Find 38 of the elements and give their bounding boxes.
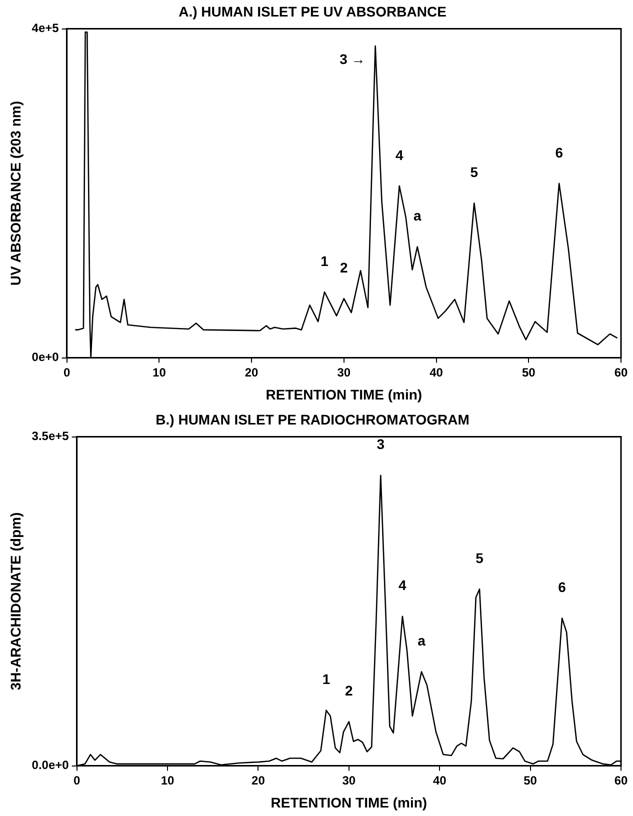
annotation: a bbox=[418, 632, 426, 649]
y-axis-title: UV ABSORBANCE (203 nm) bbox=[7, 100, 24, 286]
x-tick-label: 0 bbox=[73, 773, 80, 788]
x-tick-label: 40 bbox=[430, 365, 444, 380]
x-tick-label: 20 bbox=[252, 773, 266, 788]
y-tick-label: 0e+0 bbox=[32, 350, 60, 364]
x-tick-label: 60 bbox=[614, 365, 628, 380]
x-tick-label: 20 bbox=[244, 365, 259, 380]
annotation: 6 bbox=[555, 144, 564, 160]
x-tick-label: 0 bbox=[63, 365, 70, 380]
annotation: 4 bbox=[395, 146, 404, 163]
x-tick-label: 60 bbox=[614, 773, 628, 788]
annotation: 5 bbox=[470, 164, 478, 180]
x-axis-title: RETENTION TIME (min) bbox=[266, 386, 422, 402]
annotation: 3 bbox=[376, 436, 385, 452]
annotation: 4 bbox=[398, 577, 407, 594]
y-tick-label: 4e+5 bbox=[32, 21, 60, 36]
annotation: 6 bbox=[558, 579, 566, 596]
x-tick-label: 50 bbox=[522, 365, 536, 380]
chart-title: B.) HUMAN ISLET PE RADIOCHROMATOGRAM bbox=[156, 411, 470, 428]
chart-title: A.) HUMAN ISLET PE UV ABSORBANCE bbox=[178, 3, 446, 20]
annotation: 1 bbox=[320, 252, 329, 269]
annotation: 3 → bbox=[340, 50, 366, 67]
x-tick-label: 30 bbox=[342, 773, 356, 788]
annotation: 2 bbox=[345, 682, 354, 698]
annotation: 1 bbox=[322, 671, 330, 688]
x-tick-label: 10 bbox=[152, 365, 166, 380]
x-axis-title: RETENTION TIME (min) bbox=[270, 794, 428, 810]
x-tick-label: 40 bbox=[432, 773, 447, 788]
x-tick-label: 10 bbox=[160, 773, 175, 788]
y-tick-label: 0.0e+0 bbox=[32, 758, 70, 772]
y-tick-label: 3.5e+5 bbox=[32, 429, 70, 444]
x-tick-label: 50 bbox=[524, 773, 538, 788]
annotation: a bbox=[413, 208, 422, 224]
y-axis-title: 3H-ARACHIDONATE (dpm) bbox=[7, 512, 24, 690]
x-tick-label: 30 bbox=[337, 365, 351, 380]
annotation: 2 bbox=[340, 259, 348, 276]
annotation: 5 bbox=[476, 550, 484, 566]
